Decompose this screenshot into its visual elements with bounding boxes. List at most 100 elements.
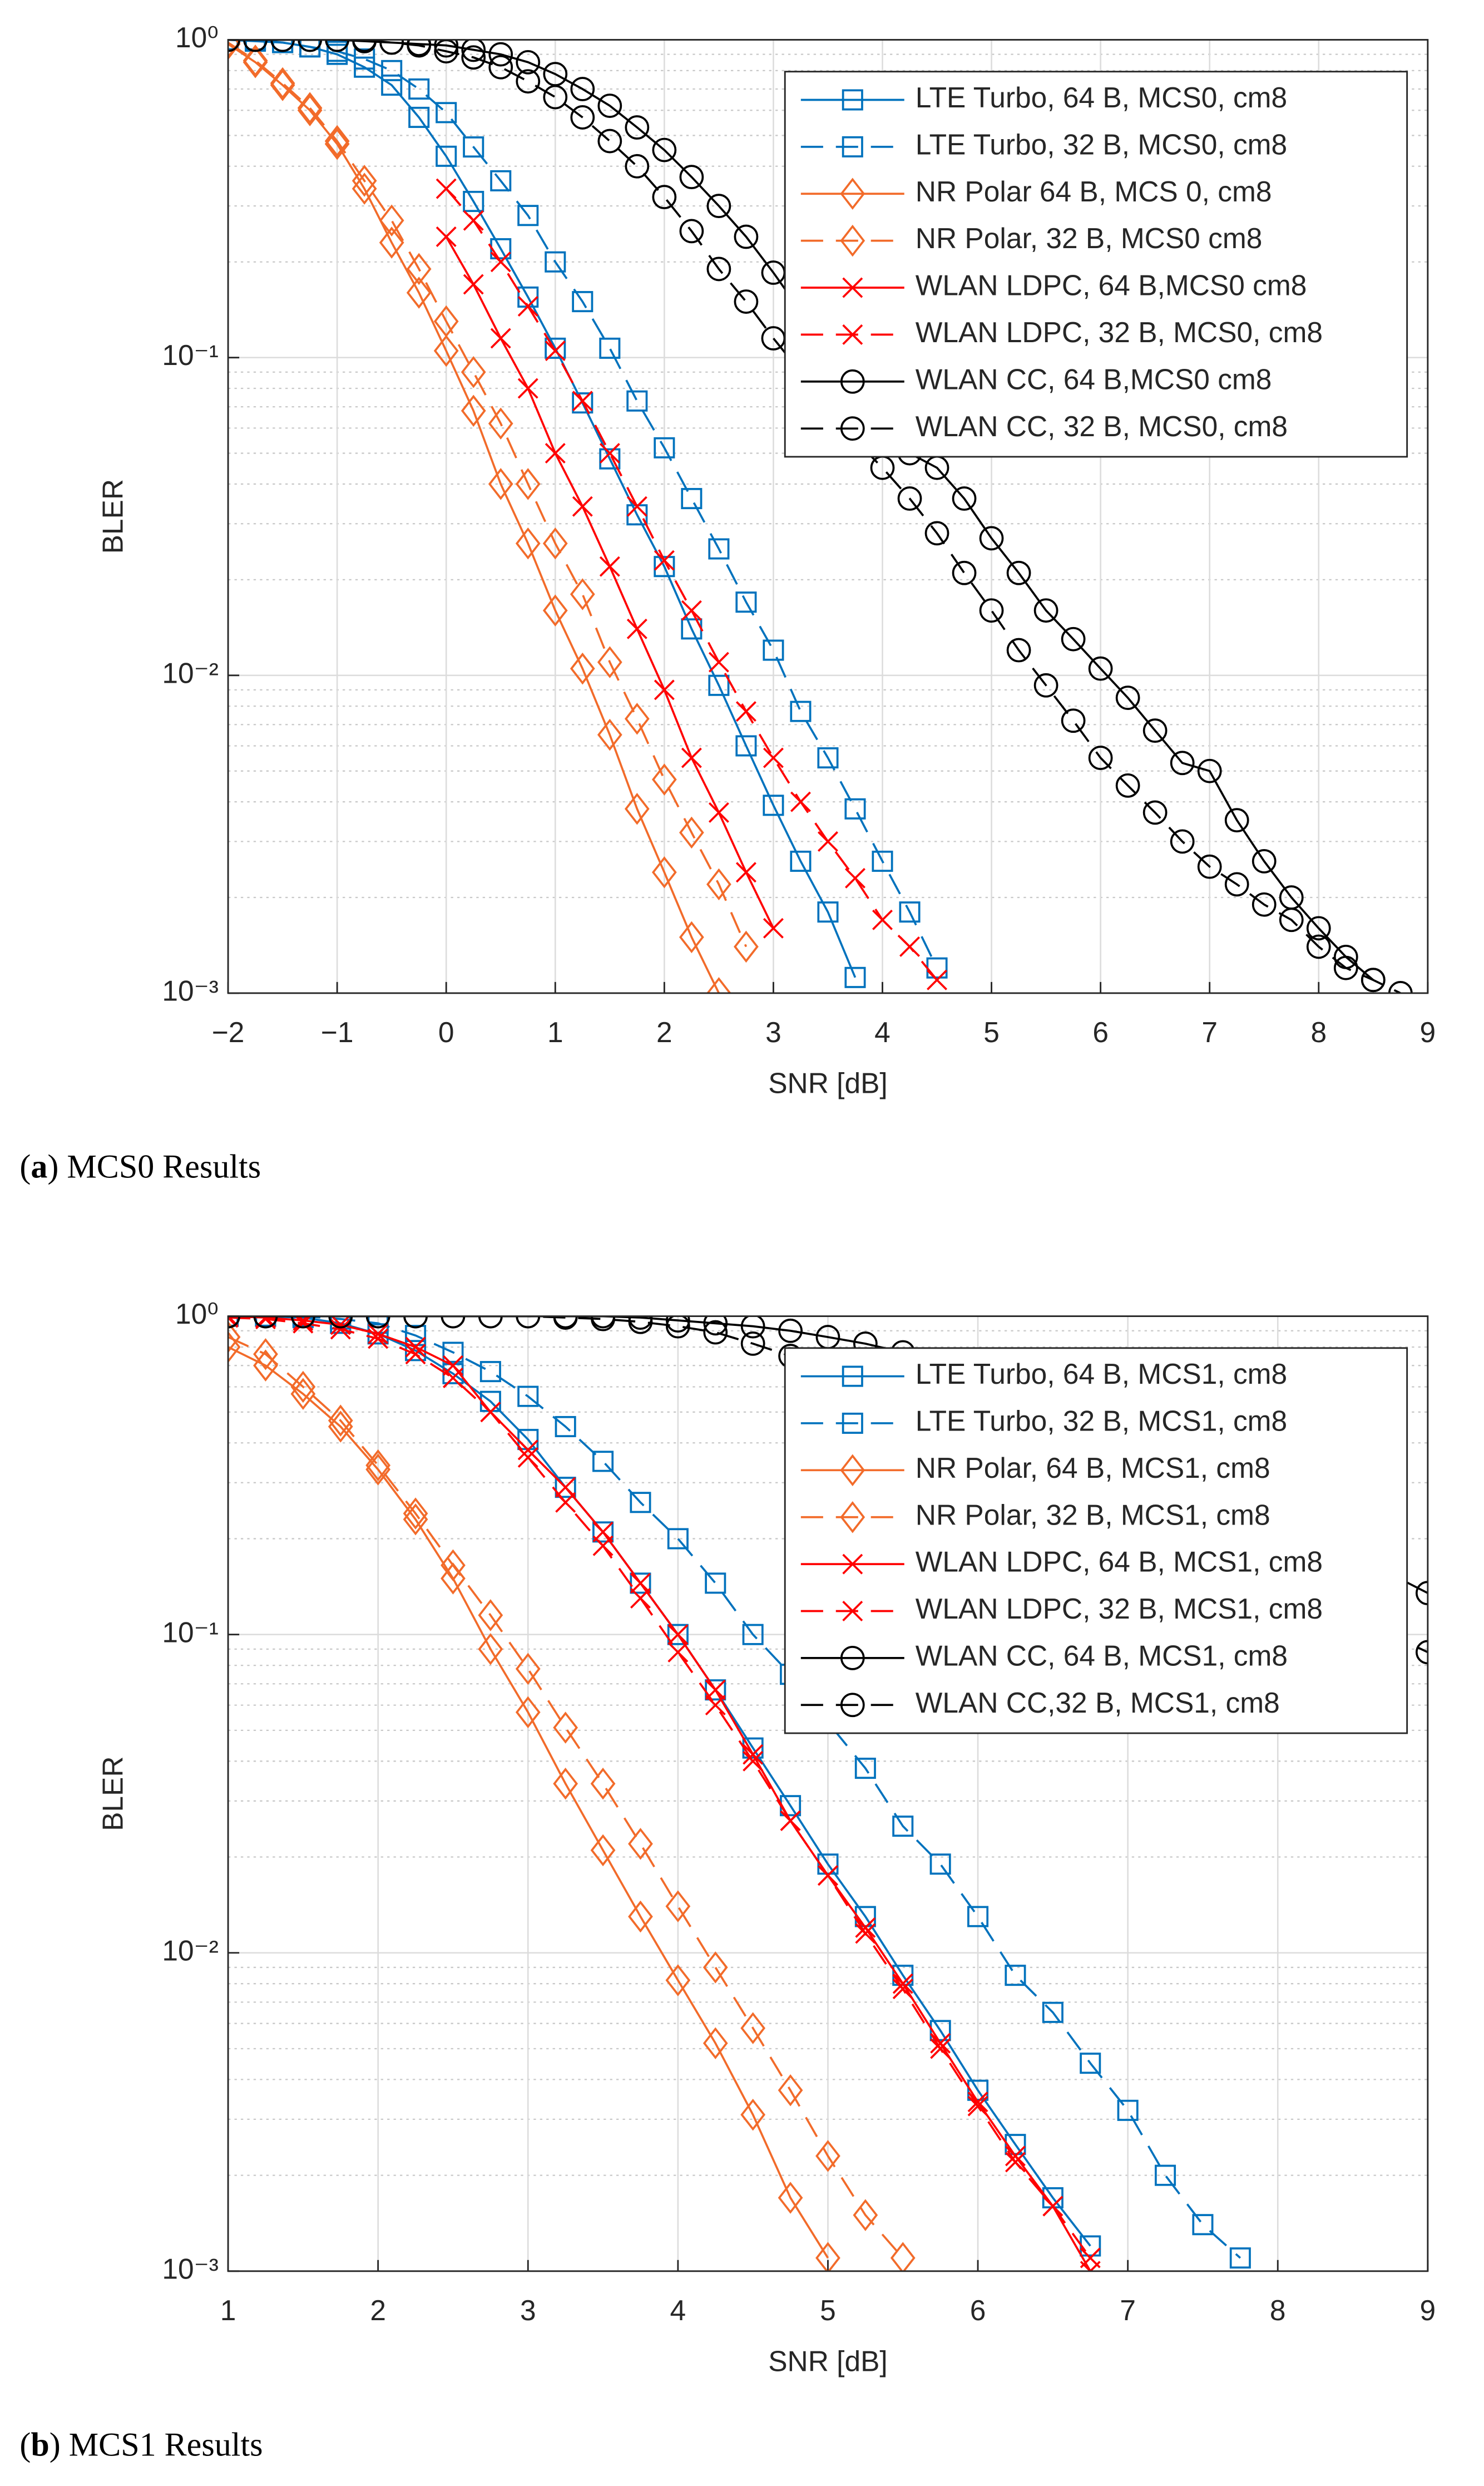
- marker: [555, 1477, 576, 1498]
- marker: [270, 67, 295, 100]
- series-layer: [228, 40, 1413, 993]
- marker: [298, 40, 323, 52]
- marker: [597, 93, 622, 118]
- series-line: [228, 40, 1401, 993]
- caption-part: ) MCS0 Results: [47, 1147, 261, 1185]
- marker: [665, 1316, 690, 1339]
- marker: [967, 2095, 988, 2117]
- marker: [1251, 849, 1277, 874]
- marker: [790, 791, 811, 812]
- marker: [379, 40, 404, 55]
- marker: [463, 136, 484, 158]
- marker: [463, 274, 484, 295]
- legend-marker: [840, 1693, 865, 1718]
- marker: [708, 802, 729, 823]
- marker: [297, 94, 323, 126]
- marker: [815, 2140, 840, 2172]
- legend-marker: [842, 277, 863, 298]
- marker: [652, 185, 677, 210]
- marker: [542, 594, 568, 627]
- legend-marker: [840, 1501, 865, 1533]
- marker: [1088, 746, 1113, 770]
- y-tick-label: 10⁰: [175, 21, 219, 53]
- marker: [368, 1328, 389, 1349]
- marker: [844, 798, 866, 820]
- marker: [405, 1336, 426, 1358]
- marker: [1117, 2099, 1139, 2121]
- x-tick-label: 8: [1270, 2294, 1286, 2326]
- marker: [1142, 800, 1168, 825]
- marker: [406, 253, 432, 285]
- marker: [740, 1316, 765, 1339]
- x-tick-label: 7: [1201, 1016, 1218, 1048]
- marker: [872, 909, 893, 930]
- marker: [625, 154, 650, 179]
- marker: [433, 334, 459, 367]
- x-tick-label: 4: [874, 1016, 891, 1048]
- marker: [543, 85, 568, 110]
- marker: [703, 2027, 728, 2059]
- legend-marker: [842, 1412, 863, 1434]
- marker: [1115, 773, 1140, 798]
- marker: [327, 41, 348, 62]
- marker: [597, 646, 622, 678]
- marker: [1006, 638, 1031, 663]
- marker: [927, 969, 948, 990]
- marker: [253, 1338, 278, 1370]
- x-tick-label: 0: [438, 1016, 454, 1048]
- marker: [734, 930, 759, 963]
- marker: [1170, 829, 1195, 854]
- marker: [352, 40, 377, 52]
- marker: [408, 106, 430, 128]
- marker: [433, 305, 459, 338]
- x-tick-label: 3: [520, 2294, 536, 2326]
- legend-label: NR Polar 64 B, MCS 0, cm8: [916, 175, 1272, 208]
- marker: [624, 703, 650, 735]
- marker: [897, 486, 922, 511]
- marker: [354, 48, 375, 70]
- marker: [815, 2242, 840, 2271]
- marker: [442, 1367, 463, 1388]
- marker: [597, 718, 622, 751]
- marker: [515, 468, 541, 500]
- marker: [253, 1316, 278, 1329]
- marker: [1006, 560, 1031, 585]
- marker: [330, 1319, 351, 1340]
- legend-label: LTE Turbo, 64 B, MCS1, cm8: [916, 1358, 1287, 1390]
- marker: [434, 40, 459, 58]
- marker: [1142, 718, 1168, 743]
- marker: [599, 448, 621, 470]
- x-axis-label: SNR [dB]: [768, 2345, 888, 2377]
- marker: [1005, 2152, 1026, 2173]
- marker: [628, 1316, 653, 1334]
- caption: (b) MCS1 Results: [19, 2425, 263, 2463]
- marker: [1005, 1965, 1026, 1986]
- caption-part: b: [31, 2425, 49, 2463]
- marker: [817, 901, 839, 923]
- marker: [407, 40, 432, 58]
- marker: [293, 1316, 314, 1331]
- legend-label: WLAN CC, 64 B, MCS1, cm8: [916, 1639, 1288, 1671]
- marker: [570, 652, 595, 685]
- marker: [1306, 934, 1331, 959]
- marker: [703, 1320, 728, 1345]
- marker: [924, 521, 949, 546]
- marker: [555, 1415, 576, 1437]
- legend: LTE Turbo, 64 B, MCS1, cm8 LTE Turbo, 32 …: [784, 1347, 1408, 1734]
- marker: [930, 2038, 951, 2059]
- marker: [545, 341, 566, 362]
- marker: [442, 1341, 464, 1363]
- marker: [243, 40, 268, 52]
- marker: [441, 1316, 466, 1329]
- marker: [706, 194, 731, 219]
- x-tick-label: 7: [1120, 2294, 1136, 2326]
- marker: [270, 69, 295, 101]
- axes-box: [227, 1315, 1429, 2272]
- marker: [515, 1653, 541, 1685]
- marker: [1224, 808, 1249, 833]
- marker: [324, 125, 350, 157]
- marker: [1197, 758, 1222, 783]
- marker: [1361, 968, 1386, 993]
- marker: [406, 277, 432, 309]
- marker: [740, 2012, 766, 2044]
